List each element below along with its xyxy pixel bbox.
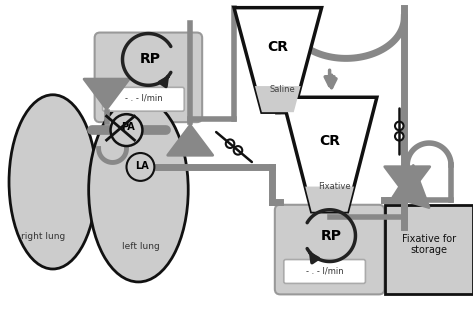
Text: - . - l/min: - . - l/min [306, 267, 344, 276]
Circle shape [395, 122, 403, 130]
Circle shape [127, 153, 155, 181]
Ellipse shape [9, 95, 97, 269]
Text: RP: RP [140, 52, 161, 66]
Text: LA: LA [136, 161, 149, 171]
FancyBboxPatch shape [102, 87, 184, 111]
Ellipse shape [89, 98, 188, 282]
Text: CR: CR [267, 40, 288, 54]
Circle shape [234, 146, 242, 155]
Circle shape [110, 114, 142, 146]
FancyBboxPatch shape [95, 32, 202, 122]
Text: CR: CR [319, 134, 340, 148]
Text: Fixative: Fixative [318, 182, 351, 191]
Text: RP: RP [321, 229, 342, 243]
FancyBboxPatch shape [385, 205, 473, 295]
Circle shape [395, 132, 403, 141]
Text: left lung: left lung [121, 242, 159, 251]
Polygon shape [305, 187, 354, 212]
FancyBboxPatch shape [275, 205, 384, 295]
Text: PA: PA [122, 122, 136, 132]
Text: - . - l/min: - . - l/min [125, 94, 162, 103]
Text: Fixative for
storage: Fixative for storage [402, 234, 456, 256]
Circle shape [226, 139, 234, 148]
Polygon shape [283, 97, 377, 212]
Text: right lung: right lung [21, 232, 65, 241]
Polygon shape [234, 8, 322, 112]
FancyBboxPatch shape [284, 260, 365, 283]
Polygon shape [255, 86, 301, 112]
Text: Saline: Saline [269, 85, 295, 94]
